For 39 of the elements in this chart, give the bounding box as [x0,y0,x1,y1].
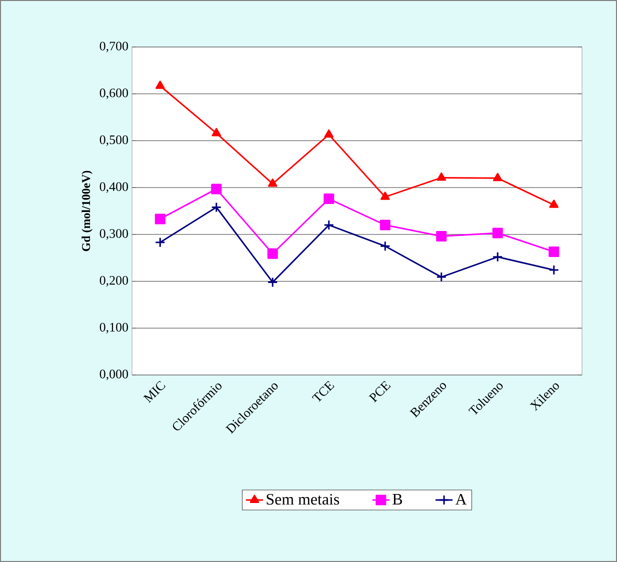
point [492,172,502,182]
point [380,192,390,200]
y-tick-label: 0,100 [100,322,128,334]
y-tick-label: 0,000 [100,370,128,380]
point [436,272,447,282]
point [211,184,222,194]
x-tick-label: TCE [312,380,334,402]
point [380,240,390,252]
y-tick-label: 0,300 [100,229,128,240]
point [154,237,166,248]
point [267,276,278,288]
point [436,172,446,181]
point [154,214,166,224]
x-tick-label: PCE [368,380,391,402]
point [155,80,165,89]
point [324,194,334,204]
point [549,200,559,208]
y-tick-label: 0,200 [100,276,128,287]
point [548,246,560,257]
legend-label: Sem metais [266,494,340,505]
point [548,264,560,276]
y-tick-label: 0,400 [100,182,128,193]
point [324,129,334,138]
y-tick-label: 0,600 [100,88,128,100]
y-axis-title: Gd (mol/100eV) [82,170,93,252]
legend-label: A [455,494,467,505]
y-tick-label: 0,700 [100,42,128,52]
point [268,178,278,187]
point [492,252,503,262]
point [211,202,222,212]
point [324,220,334,230]
x-tick-label: MIC [143,380,166,404]
point [267,248,278,259]
y-tick-label: 0,500 [100,135,128,146]
point [492,228,503,238]
legend-label: B [392,494,402,505]
point [212,128,222,136]
point [436,231,447,242]
point [380,220,390,230]
